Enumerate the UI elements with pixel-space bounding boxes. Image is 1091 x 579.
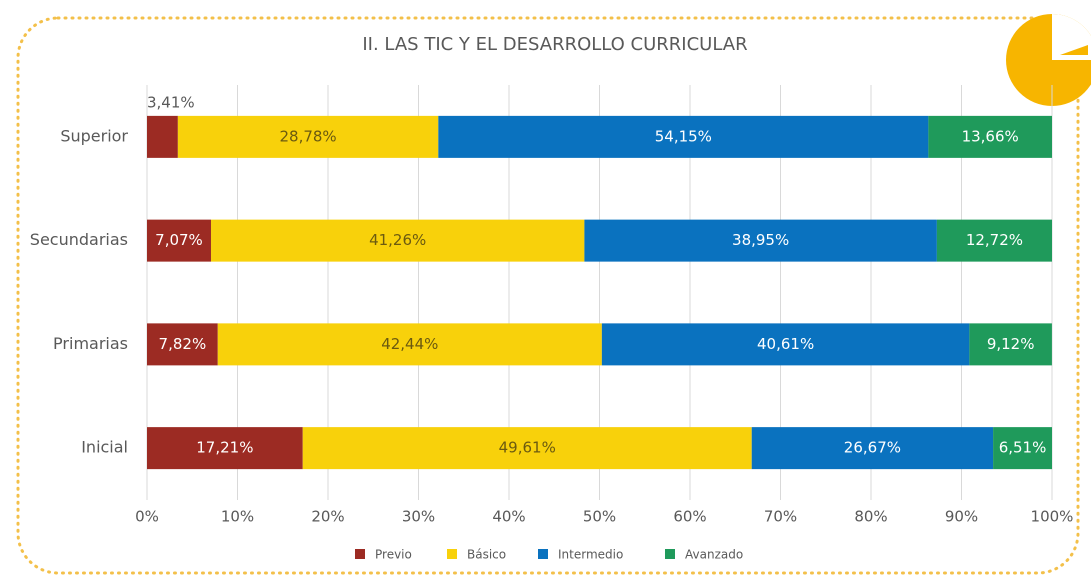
legend-swatch [665, 549, 675, 559]
bar-segment [147, 115, 178, 158]
icon [1006, 14, 1091, 106]
bar-segment [993, 427, 1052, 470]
bar-segment [302, 427, 752, 470]
data-label: 17,21% [196, 439, 253, 457]
bar-segment [584, 219, 937, 262]
data-label: 13,66% [962, 127, 1019, 145]
x-tick-label: 40% [492, 508, 525, 526]
x-tick-label: 0% [135, 508, 159, 526]
x-tick-label: 80% [854, 508, 887, 526]
y-tick-label: Primarias [53, 334, 128, 353]
bar-segment [217, 323, 602, 366]
data-label: 38,95% [732, 231, 789, 249]
data-label: 28,78% [279, 127, 336, 145]
data-label: 6,51% [999, 439, 1047, 457]
legend-label: Intermedio [558, 548, 623, 562]
y-tick-label: Secundarias [30, 230, 128, 249]
data-label: 9,12% [987, 335, 1035, 353]
data-label: 3,41% [147, 93, 195, 111]
y-tick-label: Superior [60, 126, 128, 145]
x-tick-label: 20% [311, 508, 344, 526]
legend-swatch [538, 549, 548, 559]
bar-segment [928, 115, 1052, 158]
legend-swatch [447, 549, 457, 559]
data-label: 7,82% [159, 335, 207, 353]
data-label: 42,44% [381, 335, 438, 353]
x-tick-label: 50% [583, 508, 616, 526]
data-label: 26,67% [844, 439, 901, 457]
y-tick-label: Inicial [81, 438, 128, 457]
x-tick-label: 10% [221, 508, 254, 526]
x-tick-label: 90% [945, 508, 978, 526]
x-tick-label: 100% [1031, 508, 1074, 526]
x-tick-label: 70% [764, 508, 797, 526]
data-label: 41,26% [369, 231, 426, 249]
data-label: 40,61% [757, 335, 814, 353]
bar-segment [969, 323, 1052, 366]
data-label: 49,61% [499, 439, 556, 457]
x-tick-label: 30% [402, 508, 435, 526]
legend-swatch [355, 549, 365, 559]
data-label: 54,15% [655, 127, 712, 145]
bar-segment [147, 427, 303, 470]
bar-segment [438, 115, 929, 158]
bar-segment [147, 323, 218, 366]
legend-label: Previo [375, 548, 412, 562]
x-tick-label: 60% [673, 508, 706, 526]
data-label: 7,07% [155, 231, 203, 249]
bar-segment [751, 427, 994, 470]
bar-segment [936, 219, 1052, 262]
bar-segment [210, 219, 585, 262]
chart-title: II. LAS TIC Y EL DESARROLLO CURRICULAR [362, 34, 747, 55]
bar-segment [601, 323, 970, 366]
bar-segment [147, 219, 211, 262]
legend-label: Básico [467, 548, 506, 562]
frame [16, 16, 1080, 575]
data-label: 12,72% [966, 231, 1023, 249]
bar-segment [177, 115, 439, 158]
legend-label: Avanzado [685, 548, 743, 562]
